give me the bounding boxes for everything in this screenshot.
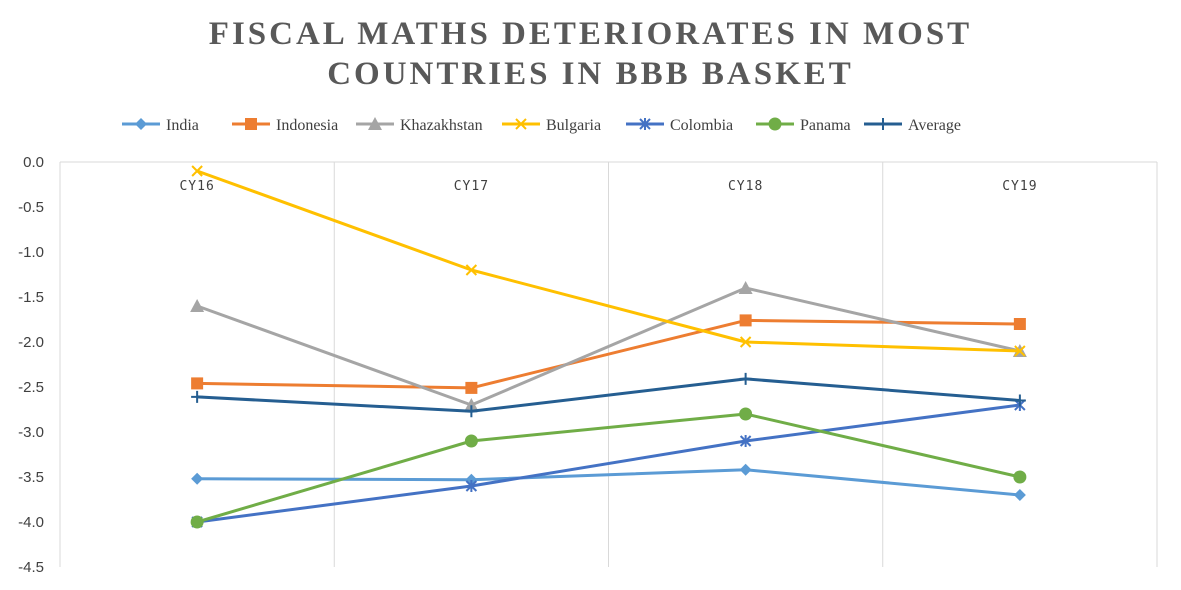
y-tick-label: -2.5 xyxy=(18,379,44,396)
legend-item-average: Average xyxy=(864,117,961,134)
legend-marker xyxy=(245,118,257,130)
data-point xyxy=(1013,470,1027,484)
data-point xyxy=(738,281,753,294)
chart-title-line-1: FISCAL MATHS DETERIORATES IN MOST xyxy=(208,16,973,52)
data-point xyxy=(1013,394,1026,407)
legend-label: India xyxy=(166,117,199,134)
legend-label: Bulgaria xyxy=(546,117,601,134)
series-line xyxy=(197,468,1021,497)
data-point xyxy=(464,434,478,448)
y-tick-label: 0.0 xyxy=(23,154,44,171)
legend-label: Colombia xyxy=(670,117,733,134)
series-line xyxy=(196,412,1021,524)
y-tick-label: -2.0 xyxy=(18,334,44,351)
legend-label: Average xyxy=(908,117,961,134)
chart-title: FISCAL MATHS DETERIORATES IN MOST COUNTR… xyxy=(0,14,1181,94)
y-tick-label: -4.0 xyxy=(18,514,44,531)
y-tick-label: -1.5 xyxy=(18,289,44,306)
data-point xyxy=(190,299,205,312)
series-line xyxy=(197,318,1020,390)
data-point xyxy=(739,336,752,348)
legend-marker xyxy=(877,118,889,130)
series-panama xyxy=(190,407,1027,529)
chart-title-line-2: COUNTRIES IN BBB BASKET xyxy=(327,56,854,92)
legend-item-colombia: Colombia xyxy=(626,117,733,134)
x-tick-label: CY16 xyxy=(179,179,214,194)
legend-marker xyxy=(515,118,527,130)
data-point xyxy=(191,390,204,403)
series-line xyxy=(197,377,1020,413)
data-point xyxy=(191,377,204,390)
y-tick-label: -4.5 xyxy=(18,559,44,576)
data-point xyxy=(739,407,753,421)
legend-marker xyxy=(639,118,651,130)
x-tick-label: CY17 xyxy=(454,179,489,194)
series-line xyxy=(196,169,1020,353)
data-point xyxy=(464,398,479,411)
y-tick-label: -3.5 xyxy=(18,469,44,486)
data-point xyxy=(1014,345,1026,357)
y-tick-label: -1.0 xyxy=(18,244,44,261)
legend-item-bulgaria: Bulgaria xyxy=(502,117,601,134)
series-line xyxy=(196,403,1021,524)
legend-label: Khazakhstan xyxy=(400,117,483,134)
data-point xyxy=(465,264,478,276)
legend-label: Panama xyxy=(800,117,851,134)
data-point xyxy=(465,381,478,394)
x-axis-ticks: CY16 CY17 CY18 CY19 xyxy=(179,179,1037,194)
x-tick-label: CY19 xyxy=(1002,179,1037,194)
series-average xyxy=(191,372,1026,418)
data-point xyxy=(739,435,752,447)
data-point xyxy=(190,515,204,529)
data-point xyxy=(191,165,203,177)
data-point xyxy=(739,463,752,476)
data-point xyxy=(465,480,478,492)
data-point xyxy=(739,372,752,385)
legend-marker xyxy=(368,117,382,130)
x-tick-label: CY18 xyxy=(728,179,763,194)
legend-marker xyxy=(768,117,782,131)
series-bulgaria xyxy=(191,165,1026,357)
legend: India Indonesia Khazakhstan Bulgaria Colombi… xyxy=(122,117,961,134)
data-point xyxy=(739,314,752,327)
legend-item-indonesia: Indonesia xyxy=(232,117,338,134)
grid-lines xyxy=(59,161,1158,567)
data-point xyxy=(191,472,204,485)
legend-item-india: India xyxy=(122,117,199,134)
data-point xyxy=(465,405,478,418)
data-point xyxy=(1013,318,1026,330)
series-group xyxy=(190,165,1027,529)
legend-item-panama: Panama xyxy=(756,117,851,134)
y-axis-ticks: 0.0 -0.5 -1.0 -1.5 -2.0 -2.5 -3.0 -3.5 -4.0 -4.5 xyxy=(18,154,44,576)
legend-label: Indonesia xyxy=(276,117,338,134)
series-line xyxy=(196,286,1021,407)
y-tick-label: -3.0 xyxy=(18,424,44,441)
y-tick-label: -0.5 xyxy=(18,199,44,216)
legend-item-khazakhstan: Khazakhstan xyxy=(356,117,483,134)
data-point xyxy=(1013,489,1026,501)
legend-marker xyxy=(135,118,147,130)
series-indonesia xyxy=(191,314,1026,394)
